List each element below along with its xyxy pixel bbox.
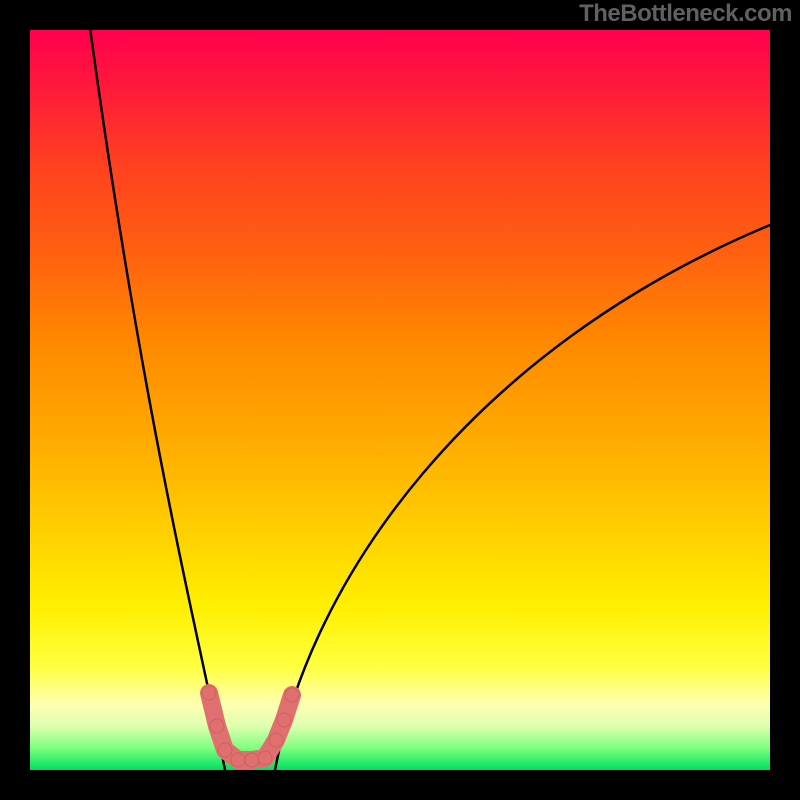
valley-point [285, 688, 299, 702]
bottleneck-chart [0, 0, 800, 800]
watermark: TheBottleneck.com [579, 0, 792, 28]
valley-point [277, 713, 291, 727]
valley-point [210, 719, 224, 733]
valley-point [245, 753, 259, 767]
valley-point [269, 733, 283, 747]
valley-point [218, 743, 232, 757]
chart-container: TheBottleneck.com [0, 0, 800, 800]
valley-point [258, 751, 272, 765]
valley-point [231, 753, 245, 767]
plot-background-gradient [30, 30, 770, 770]
valley-point [202, 686, 216, 700]
